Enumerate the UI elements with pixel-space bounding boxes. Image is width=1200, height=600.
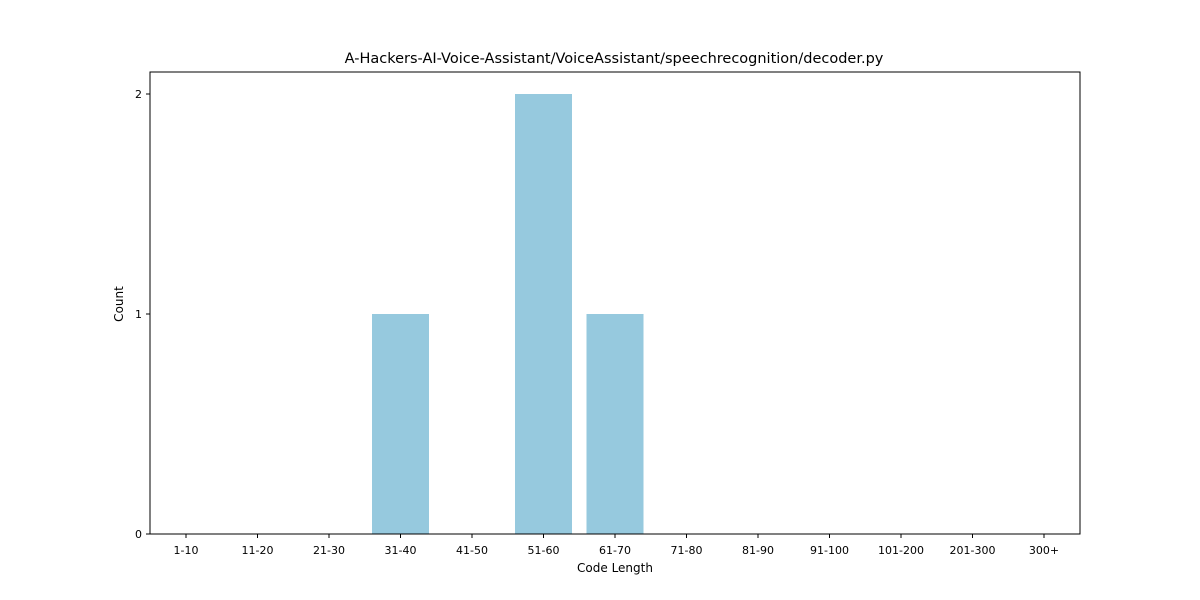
x-tick-label: 51-60 [528, 544, 560, 557]
bar-51-60 [515, 94, 572, 534]
x-tick-label: 201-300 [950, 544, 996, 557]
bars-group [372, 94, 644, 534]
y-tick-label: 1 [135, 308, 142, 321]
bar-31-40 [372, 314, 429, 534]
x-tick-label: 61-70 [599, 544, 631, 557]
bar-61-70 [586, 314, 644, 534]
x-tick-label: 91-100 [810, 544, 849, 557]
x-tick-label: 21-30 [313, 544, 345, 557]
y-tick-label: 2 [135, 88, 142, 101]
x-tick-label: 41-50 [456, 544, 488, 557]
y-axis-label: Count [112, 286, 126, 322]
chart-title: A-Hackers-AI-Voice-Assistant/VoiceAssist… [345, 51, 884, 67]
x-tick-label: 101-200 [878, 544, 924, 557]
x-axis: 1-10 11-20 21-30 31-40 41-50 51-60 61-70 71-80 8… [174, 534, 1059, 557]
y-axis: 0 1 2 [135, 88, 150, 541]
x-axis-label: Code Length [577, 561, 653, 575]
x-tick-label: 1-10 [174, 544, 199, 557]
y-tick-label: 0 [135, 528, 142, 541]
x-tick-label: 31-40 [385, 544, 417, 557]
x-tick-label: 81-90 [742, 544, 774, 557]
x-tick-label: 71-80 [671, 544, 703, 557]
x-tick-label: 300+ [1029, 544, 1059, 557]
x-tick-label: 11-20 [242, 544, 274, 557]
